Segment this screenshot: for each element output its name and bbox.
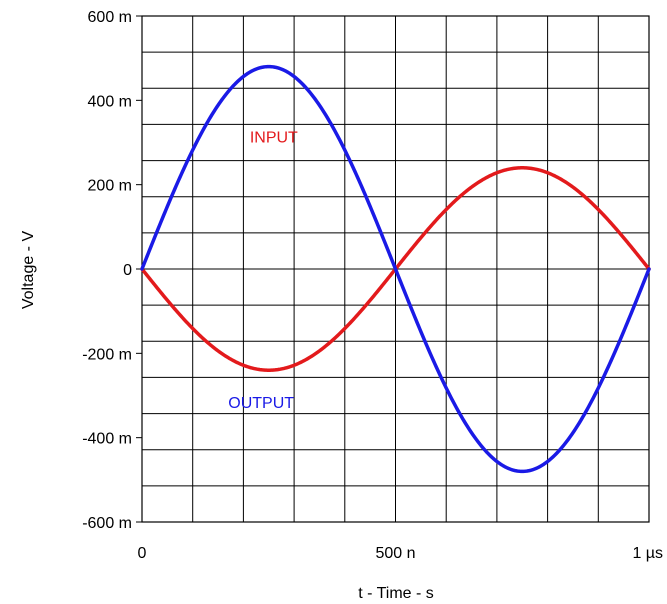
y-tick-label: -600 m — [82, 515, 132, 532]
y-axis-title: Voltage - V — [20, 231, 37, 310]
grid — [142, 16, 649, 522]
series-label-input: INPUT — [250, 130, 298, 147]
y-tick-label: 0 — [123, 262, 132, 279]
x-tick-label: 0 — [138, 545, 147, 562]
x-tick-label: 1 µs — [632, 545, 663, 562]
series-line-output — [140, 64, 651, 474]
y-tick-label: 600 m — [88, 9, 132, 26]
y-tick-label: 400 m — [88, 93, 132, 110]
y-tick-label: 200 m — [88, 178, 132, 195]
tick-labels: 600 m 400 m 200 m 0 -200 m -400 m -600 m 0 500 n… — [82, 9, 663, 562]
y-tick-label: -400 m — [82, 431, 132, 448]
x-tick-label: 500 n — [375, 545, 415, 562]
x-axis-title: t - Time - s — [358, 585, 434, 602]
series-annotations: INPUT OUTPUT — [228, 130, 298, 413]
series-label-output: OUTPUT — [228, 395, 294, 412]
series-group — [140, 64, 651, 474]
y-tick-label: -200 m — [82, 346, 132, 363]
